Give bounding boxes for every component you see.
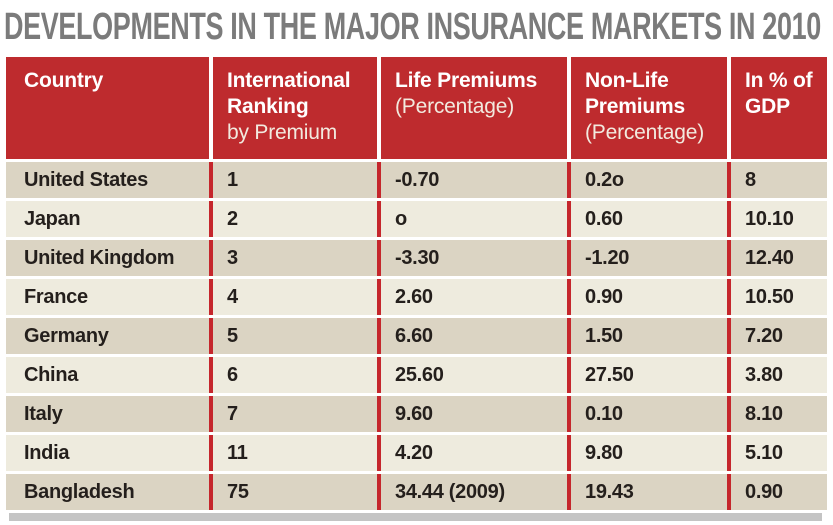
- cell-nonlife-premiums: 27.50: [567, 357, 727, 393]
- cell-ranking: 6: [209, 357, 377, 393]
- table-header-row: Country International Ranking by Premium…: [6, 57, 827, 159]
- cell-ranking: 4: [209, 279, 377, 315]
- cell-life-premiums: -3.30: [377, 240, 567, 276]
- header-life-label: Life Premiums: [395, 69, 538, 92]
- cell-gdp-percent: 3.80: [727, 357, 827, 393]
- table-body: United States 1 -0.70 0.2o 8 Japan 2 o 0…: [6, 162, 827, 510]
- cell-nonlife-premiums: 0.10: [567, 396, 727, 432]
- header-nonlife-sublabel: (Percentage): [585, 121, 704, 144]
- header-ranking-sublabel: by Premium: [227, 121, 338, 144]
- cell-nonlife-premiums: 0.60: [567, 201, 727, 237]
- header-ranking-label: International Ranking: [227, 69, 351, 118]
- cell-ranking: 3: [209, 240, 377, 276]
- cell-ranking: 1: [209, 162, 377, 198]
- cell-life-premiums: 2.60: [377, 279, 567, 315]
- cell-nonlife-premiums: 0.90: [567, 279, 727, 315]
- cell-gdp-percent: 7.20: [727, 318, 827, 354]
- header-country-label: Country: [24, 69, 104, 92]
- cell-gdp-percent: 10.10: [727, 201, 827, 237]
- header-country: Country: [6, 57, 209, 159]
- cell-gdp-percent: 0.90: [727, 474, 827, 510]
- cell-country: Italy: [6, 396, 209, 432]
- table-row: United Kingdom 3 -3.30 -1.20 12.40: [6, 240, 827, 276]
- cell-gdp-percent: 10.50: [727, 279, 827, 315]
- cell-life-premiums: 9.60: [377, 396, 567, 432]
- header-gdp: In % of GDP: [727, 57, 827, 159]
- cell-country: United States: [6, 162, 209, 198]
- cell-nonlife-premiums: 0.2o: [567, 162, 727, 198]
- table-row: France 4 2.60 0.90 10.50: [6, 279, 827, 315]
- cell-ranking: 11: [209, 435, 377, 471]
- cell-nonlife-premiums: 19.43: [567, 474, 727, 510]
- cell-gdp-percent: 12.40: [727, 240, 827, 276]
- cell-ranking: 7: [209, 396, 377, 432]
- header-life-sublabel: (Percentage): [395, 95, 514, 118]
- table-row: Bangladesh 75 34.44 (2009) 19.43 0.90: [6, 474, 827, 510]
- header-life-premiums: Life Premiums (Percentage): [377, 57, 567, 159]
- table-row: Japan 2 o 0.60 10.10: [6, 201, 827, 237]
- table-row: Italy 7 9.60 0.10 8.10: [6, 396, 827, 432]
- cell-ranking: 2: [209, 201, 377, 237]
- table-row: Germany 5 6.60 1.50 7.20: [6, 318, 827, 354]
- cell-country: India: [6, 435, 209, 471]
- cell-gdp-percent: 5.10: [727, 435, 827, 471]
- cell-life-premiums: -0.70: [377, 162, 567, 198]
- header-international-ranking: International Ranking by Premium: [209, 57, 377, 159]
- cell-nonlife-premiums: 1.50: [567, 318, 727, 354]
- page-title: DEVELOPMENTS IN THE MAJOR INSURANCE MARK…: [4, 6, 821, 48]
- cell-ranking: 75: [209, 474, 377, 510]
- table-row: China 6 25.60 27.50 3.80: [6, 357, 827, 393]
- table-row: India 11 4.20 9.80 5.10: [6, 435, 827, 471]
- cell-country: China: [6, 357, 209, 393]
- cell-country: France: [6, 279, 209, 315]
- cell-life-premiums: 6.60: [377, 318, 567, 354]
- header-gdp-label: In % of GDP: [745, 69, 813, 118]
- cell-life-premiums: 25.60: [377, 357, 567, 393]
- insurance-markets-table: Country International Ranking by Premium…: [6, 57, 827, 510]
- cell-life-premiums: o: [377, 201, 567, 237]
- header-nonlife-label: Non-Life Premiums: [585, 69, 685, 118]
- cell-ranking: 5: [209, 318, 377, 354]
- cell-nonlife-premiums: 9.80: [567, 435, 727, 471]
- table-shadow: [9, 513, 822, 521]
- cell-life-premiums: 4.20: [377, 435, 567, 471]
- cell-gdp-percent: 8: [727, 162, 827, 198]
- cell-nonlife-premiums: -1.20: [567, 240, 727, 276]
- cell-country: United Kingdom: [6, 240, 209, 276]
- cell-country: Germany: [6, 318, 209, 354]
- cell-country: Bangladesh: [6, 474, 209, 510]
- cell-life-premiums: 34.44 (2009): [377, 474, 567, 510]
- cell-country: Japan: [6, 201, 209, 237]
- table-row: United States 1 -0.70 0.2o 8: [6, 162, 827, 198]
- header-nonlife-premiums: Non-Life Premiums (Percentage): [567, 57, 727, 159]
- cell-gdp-percent: 8.10: [727, 396, 827, 432]
